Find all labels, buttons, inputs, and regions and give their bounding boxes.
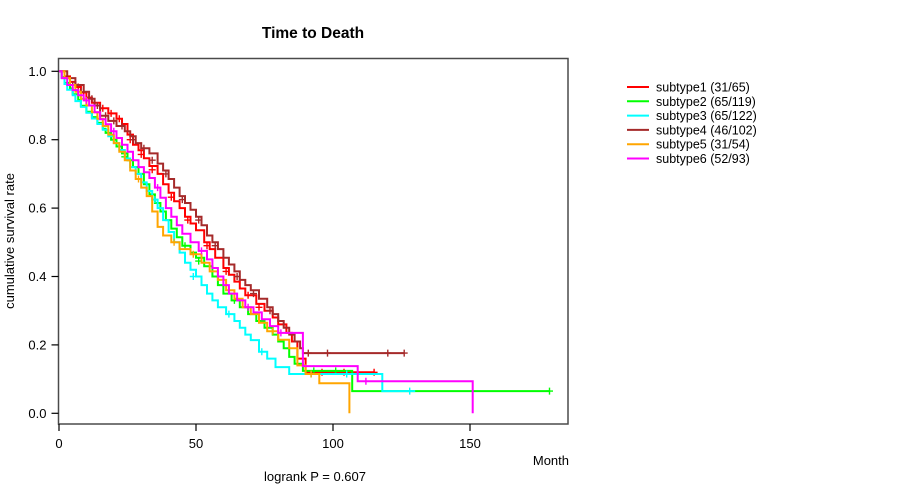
plot-series: [59, 70, 553, 414]
legend-label: subtype5 (31/54): [656, 138, 750, 152]
km-curve-subtype6: [59, 70, 474, 414]
legend-label: subtype2 (65/119): [656, 95, 756, 109]
y-axis-label: cumulative survival rate: [2, 173, 17, 309]
x-tick-label: 100: [322, 436, 344, 451]
censor-marks-subtype6: [82, 96, 370, 385]
km-curve-subtype3: [59, 70, 416, 393]
x-axis-label: Month: [533, 453, 569, 468]
plot-box: [57, 57, 569, 425]
legend-item: subtype5 (31/54): [627, 138, 750, 152]
x-tick-label: 50: [189, 436, 203, 451]
legend-item: subtype4 (46/102): [627, 123, 757, 137]
legend-label: subtype6 (52/93): [656, 152, 750, 166]
x-tick-label: 0: [55, 436, 62, 451]
legend-label: subtype4 (46/102): [656, 123, 757, 137]
chart-title: Time to Death: [262, 25, 364, 42]
km-curve-subtype1: [59, 70, 375, 374]
y-tick-label: 0.6: [28, 201, 46, 216]
legend-item: subtype6 (52/93): [627, 152, 750, 166]
y-tick-label: 1.0: [28, 64, 46, 79]
legend-item: subtype2 (65/119): [627, 95, 756, 109]
y-tick-label: 0.4: [28, 269, 46, 284]
x-tick-label: 150: [459, 436, 481, 451]
legend-label: subtype1 (31/65): [656, 81, 750, 95]
legend-item: subtype3 (65/122): [627, 109, 757, 123]
legend: subtype1 (31/65)subtype2 (65/119)subtype…: [627, 81, 757, 166]
legend-label: subtype3 (65/122): [656, 109, 757, 123]
y-tick-label: 0.0: [28, 406, 46, 421]
logrank-annotation: logrank P = 0.607: [264, 469, 366, 484]
axes: 0 50 100 150 0.0 0.2 0.4 0.6 0.8 1.0: [28, 64, 480, 451]
y-tick-label: 0.8: [28, 132, 46, 147]
y-tick-label: 0.2: [28, 337, 46, 352]
legend-item: subtype1 (31/65): [627, 81, 750, 95]
